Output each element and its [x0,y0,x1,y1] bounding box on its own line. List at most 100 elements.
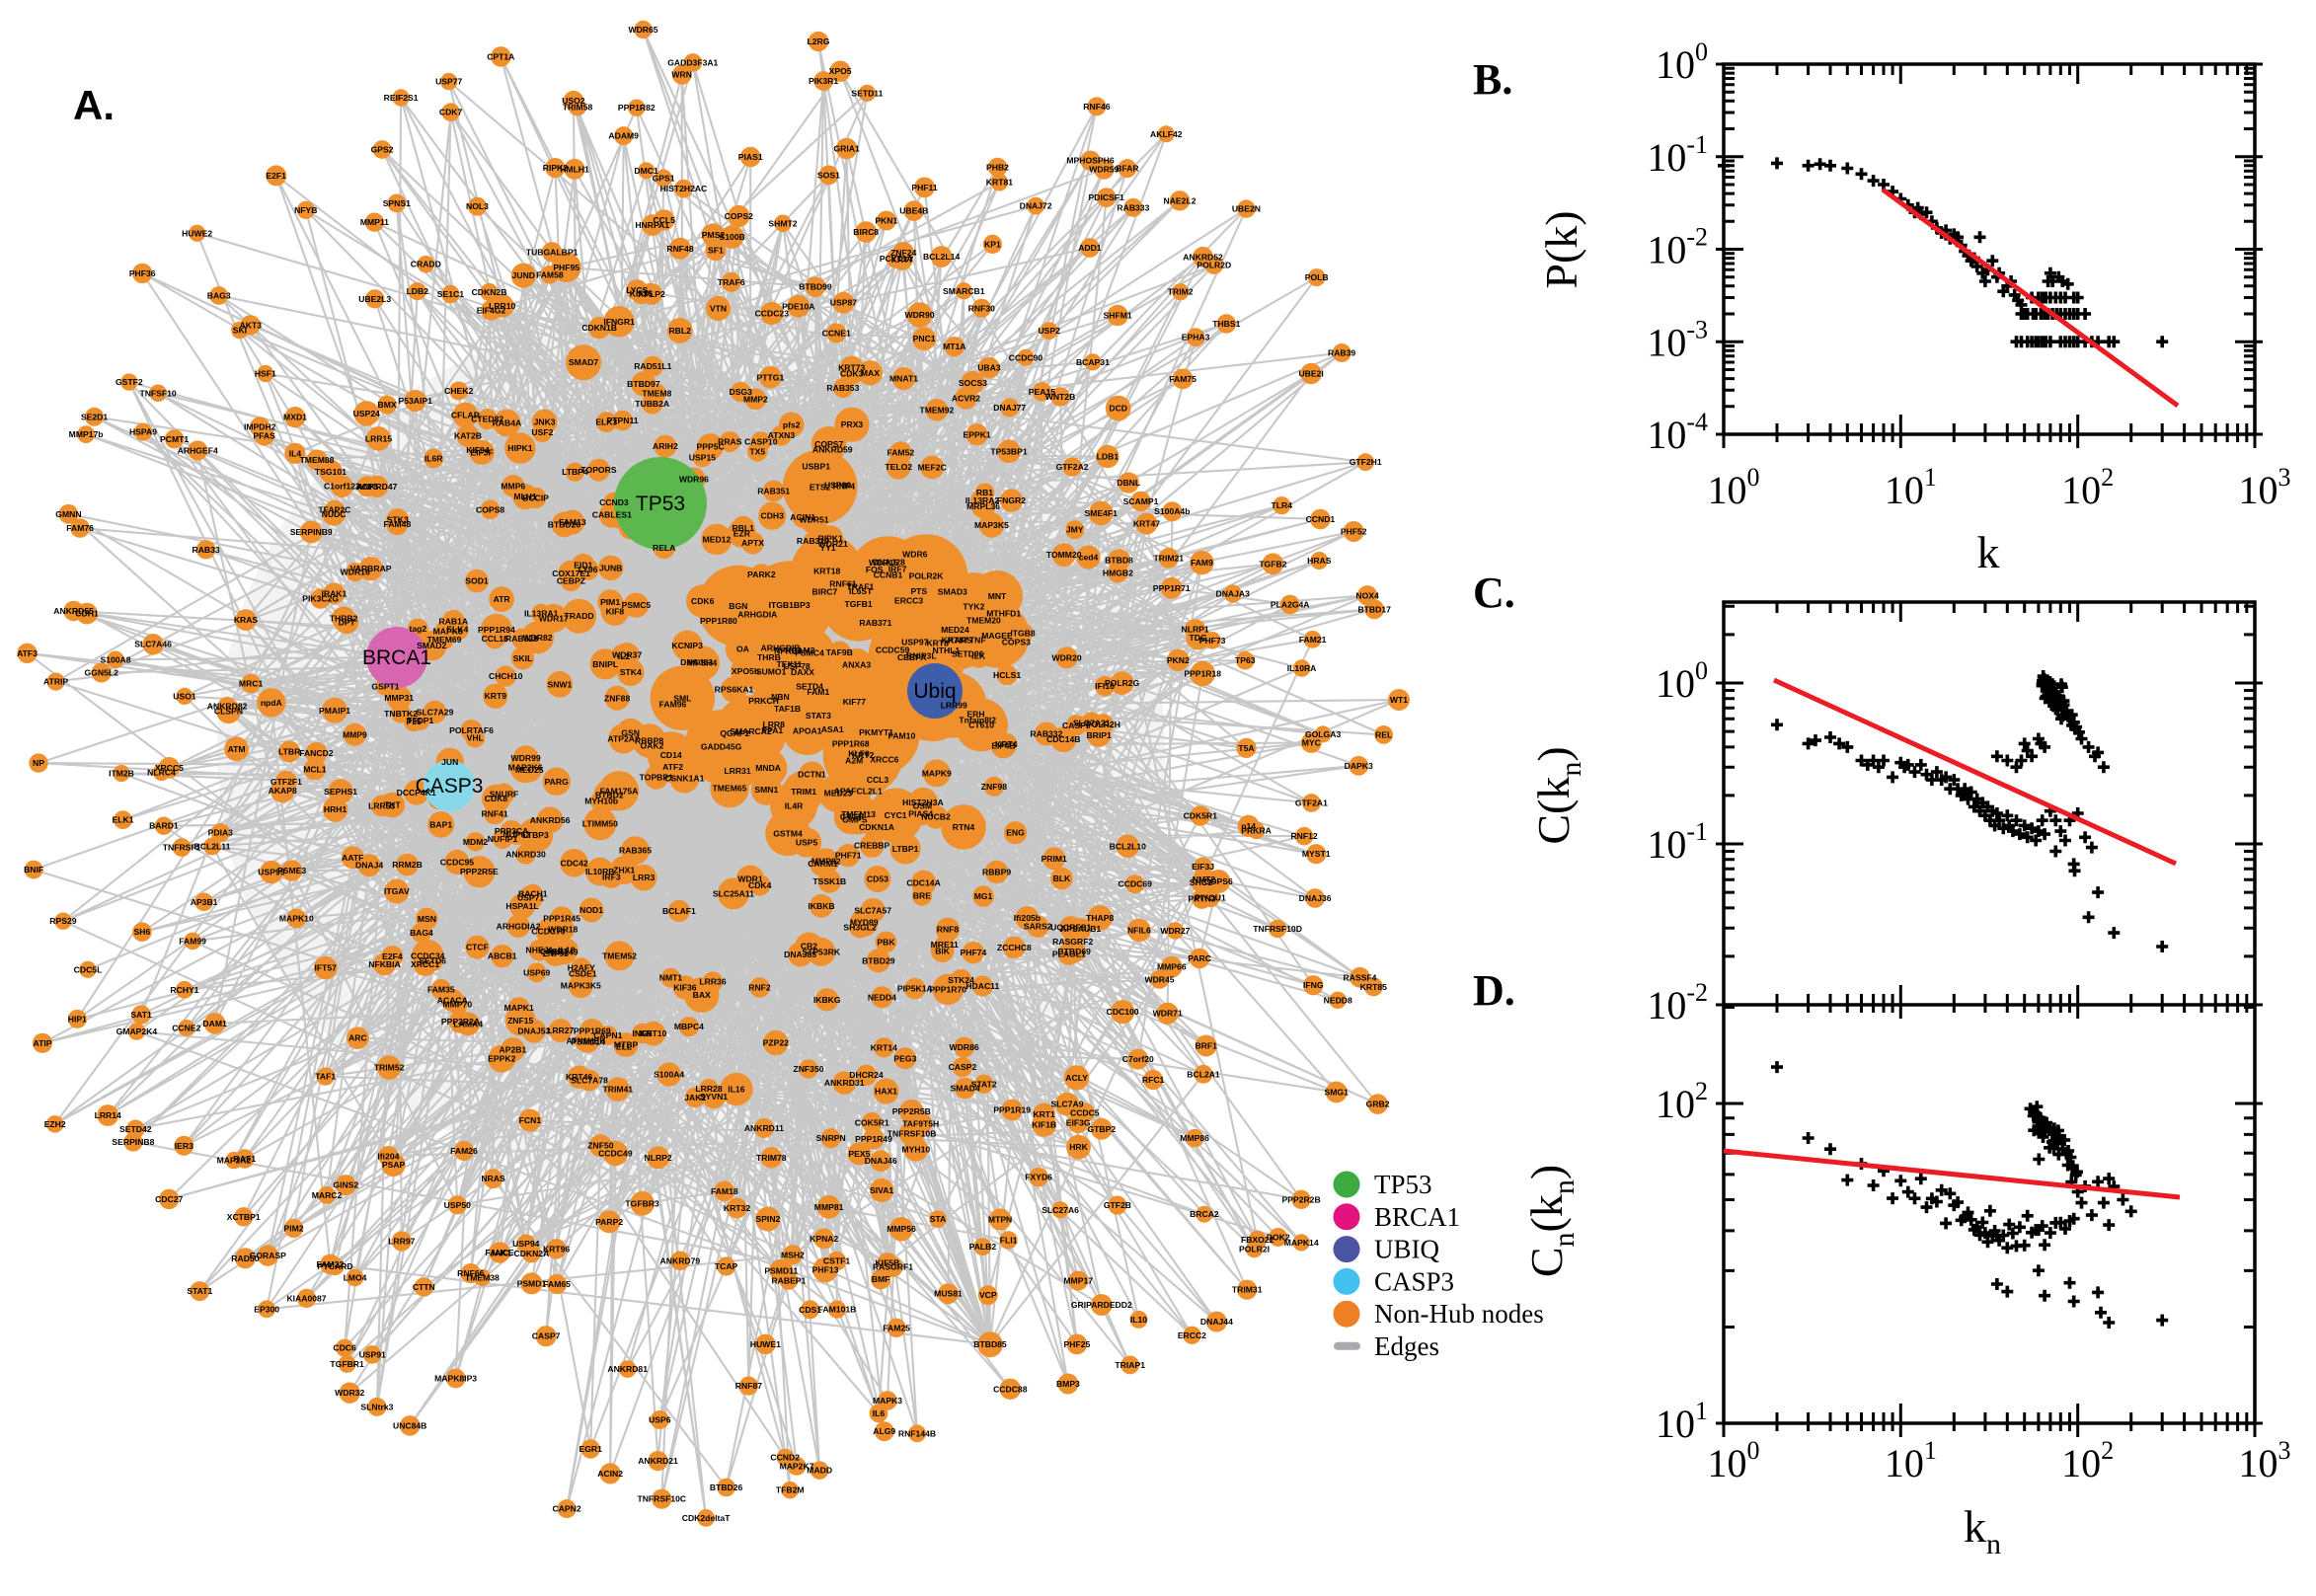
svg-text:E2F4: E2F4 [382,951,403,961]
svg-text:SMARCA2: SMARCA2 [730,726,772,736]
svg-text:FAM13: FAM13 [559,517,586,527]
svg-text:NOD1: NOD1 [579,905,603,915]
svg-text:ELK4: ELK4 [446,625,468,635]
svg-text:POLR2H: POLR2H [1086,720,1120,729]
svg-text:FAM1: FAM1 [807,687,829,697]
svg-text:TMEM65: TMEM65 [713,784,747,794]
svg-text:NEDD4: NEDD4 [868,992,896,1002]
svg-text:PRKCH: PRKCH [748,696,779,706]
svg-text:DAPK3: DAPK3 [1345,761,1373,771]
svg-text:MMP70: MMP70 [442,1000,472,1010]
svg-text:ANXA3: ANXA3 [842,660,871,670]
svg-text:ELK1: ELK1 [113,815,134,825]
svg-text:CCDC5: CCDC5 [1070,1107,1100,1117]
svg-text:KRT32: KRT32 [724,1203,750,1213]
svg-text:COPS6: COPS6 [1204,876,1233,886]
svg-text:PDIA3: PDIA3 [208,828,234,838]
svg-text:PSMD11: PSMD11 [764,1266,798,1276]
svg-text:TUBB2A: TUBB2A [635,399,669,409]
svg-text:ZNF350: ZNF350 [793,1064,823,1074]
svg-text:NFKBIA: NFKBIA [368,959,400,969]
svg-text:CDC14B: CDC14B [1046,734,1080,744]
svg-text:102: 102 [2061,1436,2114,1485]
svg-text:TDG: TDG [1190,633,1207,643]
svg-text:TRADD: TRADD [565,611,594,621]
svg-text:KRT10: KRT10 [640,1028,666,1038]
svg-text:CCDC90: CCDC90 [1009,352,1043,362]
svg-text:NOX4: NOX4 [1355,590,1379,600]
svg-text:USP15: USP15 [689,453,716,463]
svg-text:EIF4B: EIF4B [991,741,1015,751]
svg-text:OAK2: OAK2 [641,741,664,751]
svg-text:GMAP2K4: GMAP2K4 [116,1026,158,1036]
svg-text:SML: SML [673,693,691,703]
svg-text:FAM96: FAM96 [659,700,687,710]
svg-text:ATR: ATR [494,594,511,604]
svg-text:VCP: VCP [979,1290,997,1300]
svg-text:P35: P35 [407,717,423,726]
svg-text:KIF36: KIF36 [673,982,697,992]
svg-text:OSM: OSM [913,800,933,810]
svg-text:KRT85: KRT85 [1360,982,1387,992]
svg-text:PARP2: PARP2 [595,1217,623,1227]
svg-text:GADD45G: GADD45G [701,742,742,752]
svg-text:CDK6: CDK6 [691,596,715,606]
svg-text:JUN: JUN [441,757,458,767]
svg-text:TMEM69: TMEM69 [427,635,462,645]
svg-text:MNAT1: MNAT1 [889,374,918,384]
svg-text:SAT1: SAT1 [130,1010,152,1020]
svg-text:XRCC5: XRCC5 [155,763,184,773]
svg-text:RELA: RELA [653,543,675,553]
svg-text:BTBD8: BTBD8 [1105,555,1133,565]
svg-text:ZNF50: ZNF50 [587,1141,613,1151]
svg-text:FAM25: FAM25 [883,1323,910,1332]
svg-text:RNF8: RNF8 [937,925,960,935]
svg-text:IMPDH2: IMPDH2 [244,422,276,432]
svg-text:GPS1: GPS1 [653,174,675,184]
svg-text:CR2: CR2 [801,942,817,951]
svg-text:ITM2B: ITM2B [109,769,134,779]
svg-text:AKLF42: AKLF42 [1150,129,1183,139]
svg-text:GRIPARDEDD2: GRIPARDEDD2 [1071,1300,1132,1310]
svg-text:ANKRD59: ANKRD59 [812,445,853,455]
svg-text:KIAA0087: KIAA0087 [286,1293,326,1303]
svg-text:IL10RB: IL10RB [585,867,615,876]
svg-text:MSH2: MSH2 [781,1250,805,1259]
svg-text:PKN1: PKN1 [875,216,897,226]
svg-text:BRE: BRE [913,891,931,901]
svg-text:ACACA: ACACA [437,995,468,1005]
svg-text:TGFB2: TGFB2 [1259,559,1286,569]
svg-text:BCCIP: BCCIP [522,493,549,502]
svg-text:FAM26: FAM26 [450,1146,478,1156]
svg-text:SMAD7: SMAD7 [569,357,598,367]
svg-text:SETD96: SETD96 [952,649,984,659]
svg-text:RNF66: RNF66 [457,1268,484,1278]
svg-text:HUWE1: HUWE1 [750,1339,781,1349]
svg-text:RAB39: RAB39 [1328,348,1355,358]
svg-text:ANKRD47: ANKRD47 [357,482,398,492]
svg-text:BACH1: BACH1 [518,889,548,899]
svg-text:CCL18: CCL18 [482,634,508,644]
svg-text:DOK2: DOK2 [1267,1233,1290,1243]
svg-text:PHB2: PHB2 [986,162,1009,172]
svg-text:MNDA: MNDA [755,763,781,773]
svg-text:PDICSF1: PDICSF1 [1089,192,1125,202]
svg-text:CASP1: CASP1 [540,947,569,956]
svg-text:BTBD99: BTBD99 [799,282,832,292]
svg-text:CASP2: CASP2 [949,1062,977,1072]
svg-text:STP53RK: STP53RK [802,947,840,956]
svg-text:IFNG: IFNG [1303,980,1324,990]
svg-text:PHF73: PHF73 [1199,636,1226,646]
svg-text:PEG3: PEG3 [893,1053,916,1063]
svg-text:BIRC7: BIRC7 [812,586,838,596]
svg-text:DBNL: DBNL [1117,478,1140,488]
svg-text:USP89: USP89 [824,481,851,491]
svg-text:IL4: IL4 [289,448,302,458]
svg-text:RPS29: RPS29 [49,916,76,926]
svg-text:KRT18: KRT18 [813,566,840,575]
svg-text:EZH2: EZH2 [44,1119,66,1129]
svg-text:D.: D. [1473,966,1515,1015]
svg-text:KRT49: KRT49 [551,948,578,957]
svg-text:CT610: CT610 [968,721,994,730]
svg-text:BTBD26: BTBD26 [710,1482,743,1492]
